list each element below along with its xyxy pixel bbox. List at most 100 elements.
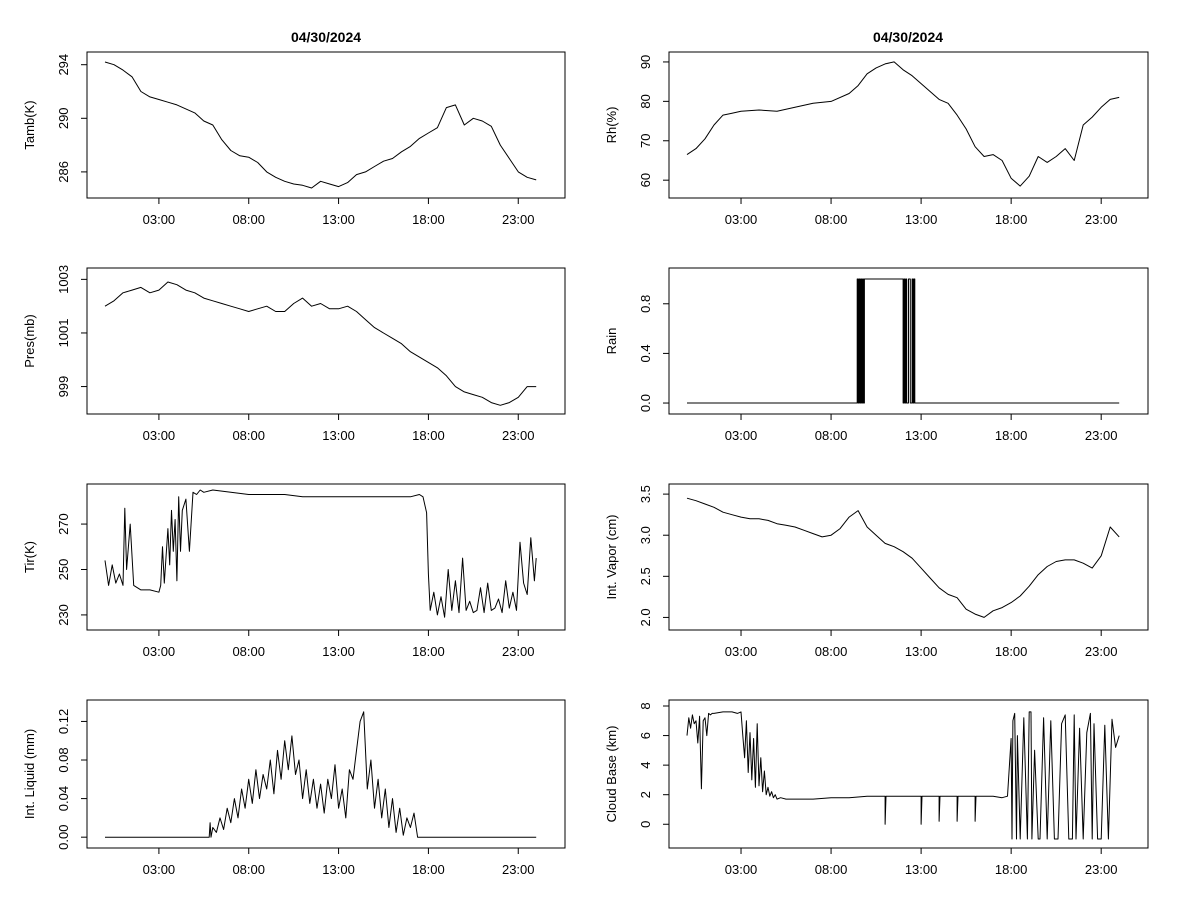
cloud-series-line [686, 711, 1120, 840]
x-tick-label: 03:00 [143, 212, 176, 227]
plot-frame [668, 267, 1149, 415]
y-tick-label: 2.0 [638, 608, 653, 626]
y-tick-label: 0.00 [56, 825, 71, 850]
y-axis-label: Tir(K) [22, 541, 37, 573]
x-tick-label: 13:00 [905, 428, 938, 443]
x-tick-label: 08:00 [815, 212, 848, 227]
y-tick-label: 90 [638, 55, 653, 69]
pres-panel: 03:00 08:00 13:00 18:00 23:00 999 1001 1003 Pres… [22, 265, 566, 443]
y-axis-label: Int. Vapor (cm) [604, 514, 619, 599]
y-axis-label: Rain [604, 328, 619, 355]
y-tick-label: 0.12 [56, 709, 71, 734]
plot-frame [668, 699, 1149, 849]
x-tick-label: 18:00 [412, 212, 445, 227]
liquid-panel: 03:00 08:00 13:00 18:00 23:00 0.00 0.04 0.08 0.1… [22, 699, 566, 877]
y-tick-label: 80 [638, 94, 653, 108]
x-tick-label: 23:00 [502, 428, 535, 443]
x-tick-label: 08:00 [815, 644, 848, 659]
y-tick-label: 2.5 [638, 567, 653, 585]
plot-frame [86, 267, 566, 415]
x-tick-label: 13:00 [905, 644, 938, 659]
y-tick-label: 286 [56, 161, 71, 183]
plot-frame [668, 483, 1149, 631]
cloud-panel: 03:00 08:00 13:00 18:00 23:00 0 2 4 6 8 Cloud Base… [604, 699, 1149, 877]
rain-panel: 03:00 08:00 13:00 18:00 23:00 0.0 0.4 0.8 Rain [604, 267, 1149, 443]
y-tick-label: 8 [638, 702, 653, 709]
x-tick-label: 03:00 [725, 862, 758, 877]
y-tick-label: 70 [638, 134, 653, 148]
x-tick-label: 13:00 [905, 862, 938, 877]
y-tick-label: 0.8 [638, 295, 653, 313]
vapor-panel: 03:00 08:00 13:00 18:00 23:00 2.0 2.5 3.0 3.5 Int… [604, 483, 1149, 659]
y-tick-label: 3.5 [638, 485, 653, 503]
x-tick-label: 23:00 [502, 212, 535, 227]
tamb-panel: 03:00 08:00 13:00 18:00 23:00 286 290 294 Tamb(K… [22, 51, 566, 227]
x-tick-label: 23:00 [502, 644, 535, 659]
rain-series-line [687, 278, 1120, 404]
x-tick-label: 13:00 [905, 212, 938, 227]
y-tick-label: 6 [638, 732, 653, 739]
plot-frame [86, 483, 566, 631]
x-tick-label: 03:00 [143, 428, 176, 443]
tir-series-line [104, 489, 537, 618]
x-tick-label: 18:00 [412, 862, 445, 877]
y-axis-label: Tamb(K) [22, 100, 37, 149]
y-tick-label: 294 [56, 54, 71, 76]
y-axis-label: Rh(%) [604, 107, 619, 144]
tir-panel: 03:00 08:00 13:00 18:00 23:00 230 250 270 Tir(K) [22, 483, 566, 659]
x-tick-label: 03:00 [725, 212, 758, 227]
y-axis-label: Int. Liquid (mm) [22, 729, 37, 819]
plot-frame [86, 699, 566, 849]
x-tick-label: 08:00 [815, 862, 848, 877]
y-tick-label: 60 [638, 173, 653, 187]
x-tick-label: 13:00 [322, 862, 355, 877]
x-tick-label: 23:00 [1085, 862, 1118, 877]
y-axis-label: Pres(mb) [22, 314, 37, 367]
y-tick-label: 0.0 [638, 394, 653, 412]
y-tick-label: 1001 [56, 318, 71, 347]
vapor-series-line [686, 497, 1120, 618]
liquid-series-line [105, 711, 537, 838]
x-tick-label: 18:00 [995, 862, 1028, 877]
x-tick-label: 08:00 [232, 212, 265, 227]
pres-series-line [104, 281, 537, 406]
y-tick-label: 2 [638, 791, 653, 798]
x-tick-label: 23:00 [1085, 212, 1118, 227]
x-tick-label: 23:00 [1085, 428, 1118, 443]
y-axis-label: Cloud Base (km) [604, 726, 619, 823]
x-tick-label: 03:00 [143, 862, 176, 877]
x-tick-label: 08:00 [232, 644, 265, 659]
y-tick-label: 0.08 [56, 747, 71, 772]
y-tick-label: 230 [56, 604, 71, 626]
x-tick-label: 08:00 [232, 862, 265, 877]
y-tick-label: 0.4 [638, 344, 653, 362]
tamb-series-line [104, 61, 537, 189]
y-tick-label: 999 [56, 376, 71, 398]
left-column-title: 04/30/2024 [291, 29, 361, 45]
plot-frame [86, 51, 566, 199]
x-tick-label: 18:00 [412, 428, 445, 443]
y-tick-label: 290 [56, 107, 71, 129]
rh-series-line [686, 61, 1120, 187]
x-tick-label: 18:00 [995, 212, 1028, 227]
x-tick-label: 18:00 [995, 644, 1028, 659]
x-tick-label: 13:00 [322, 644, 355, 659]
x-tick-label: 03:00 [143, 644, 176, 659]
x-tick-label: 03:00 [725, 644, 758, 659]
y-tick-label: 0 [638, 821, 653, 828]
x-tick-label: 18:00 [995, 428, 1028, 443]
x-tick-label: 08:00 [232, 428, 265, 443]
x-tick-label: 18:00 [412, 644, 445, 659]
x-tick-label: 23:00 [1085, 644, 1118, 659]
x-tick-label: 23:00 [502, 862, 535, 877]
y-tick-label: 3.0 [638, 526, 653, 544]
rh-panel: 03:00 08:00 13:00 18:00 23:00 60 70 80 90 Rh(%) [604, 51, 1149, 227]
y-tick-label: 270 [56, 513, 71, 535]
y-tick-label: 250 [56, 559, 71, 581]
x-tick-label: 13:00 [322, 212, 355, 227]
y-tick-label: 4 [638, 762, 653, 769]
x-tick-label: 13:00 [322, 428, 355, 443]
x-tick-label: 08:00 [815, 428, 848, 443]
x-tick-label: 03:00 [725, 428, 758, 443]
plot-frame [668, 51, 1149, 199]
